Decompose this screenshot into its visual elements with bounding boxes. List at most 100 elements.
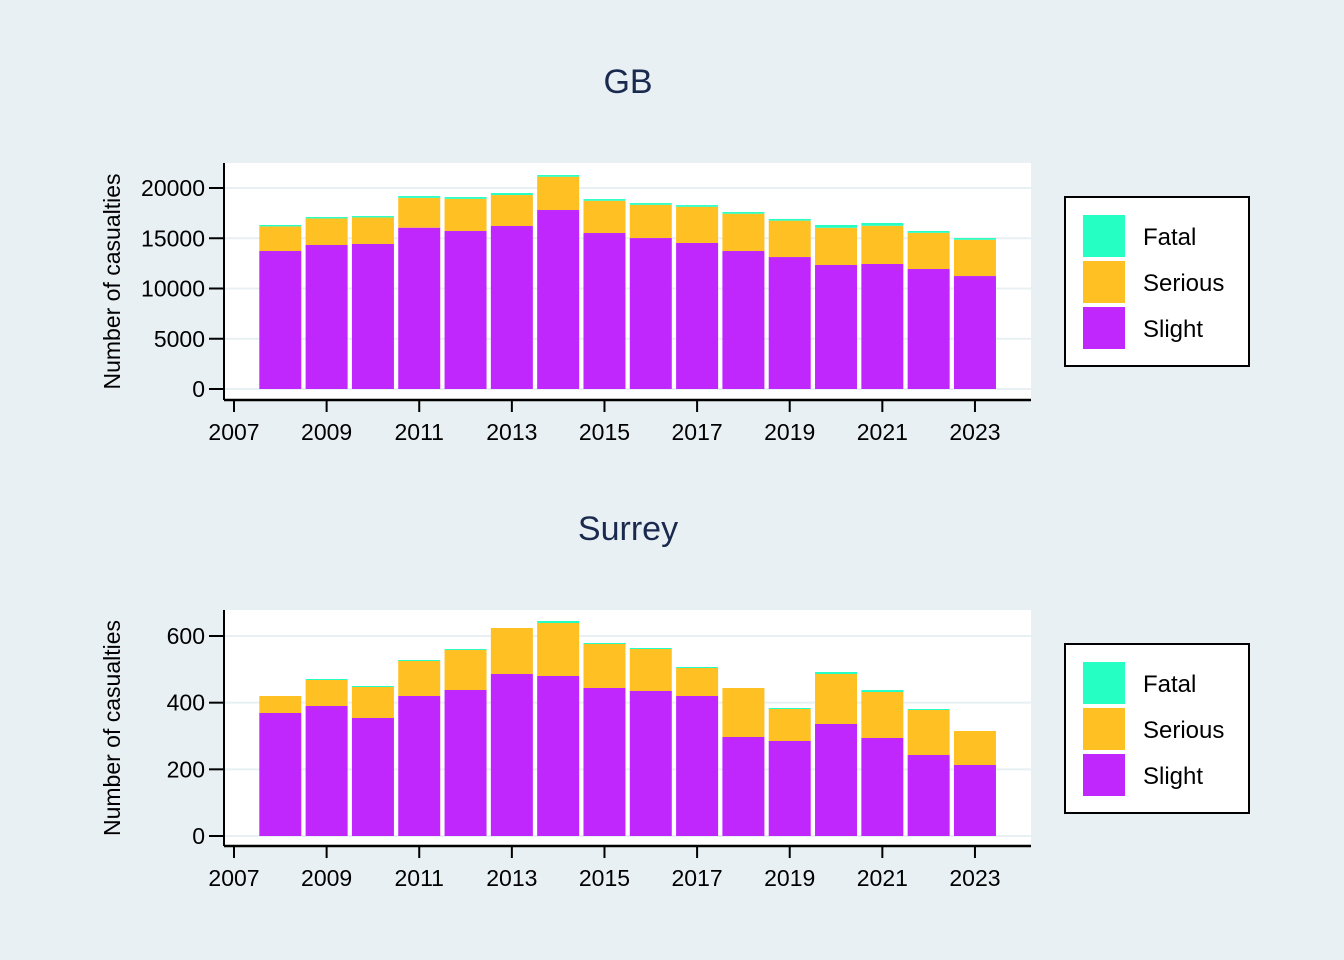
x-tick-label: 2017: [672, 865, 723, 891]
bar-slight-2013: [490, 674, 533, 836]
bar-fatal-2014: [537, 175, 580, 177]
bar-fatal-2023: [953, 238, 996, 240]
bar-serious-2018: [722, 688, 765, 737]
y-axis-label: Number of casualties: [99, 620, 125, 836]
bar-slight-2016: [629, 238, 672, 389]
bar-slight-2009: [305, 706, 348, 836]
chart-title: GB: [603, 63, 652, 101]
y-tick-label: 600: [167, 623, 205, 649]
bar-serious-2010: [351, 217, 394, 244]
bar-serious-2023: [953, 239, 996, 277]
bar-slight-2017: [676, 242, 719, 389]
bar-fatal-2020: [815, 224, 858, 228]
bar-serious-2017: [676, 206, 719, 243]
bar-slight-2022: [907, 269, 950, 389]
bar-serious-2021: [861, 692, 904, 738]
bar-serious-2019: [768, 709, 811, 741]
bar-serious-2013: [490, 195, 533, 226]
x-tick-label: 2011: [395, 865, 444, 891]
bar-serious-2014: [537, 623, 580, 676]
bar-slight-2015: [583, 233, 626, 389]
x-tick-label: 2019: [764, 419, 815, 445]
bar-serious-2015: [583, 644, 626, 688]
bar-slight-2010: [351, 718, 394, 836]
bar-slight-2021: [861, 263, 904, 389]
x-tick-label: 2007: [208, 865, 259, 891]
bar-serious-2022: [907, 232, 950, 270]
bar-fatal-2015: [583, 199, 626, 201]
bar-serious-2010: [351, 687, 394, 718]
bar-fatal-2021: [861, 690, 904, 692]
bar-fatal-2009: [305, 679, 348, 680]
bar-fatal-2017: [676, 205, 719, 207]
bar-fatal-2011: [398, 196, 441, 198]
bar-fatal-2022: [907, 231, 950, 233]
x-tick-label: 2013: [486, 865, 537, 891]
legend-swatch-fatal: [1083, 215, 1125, 257]
legend-swatch-fatal: [1083, 662, 1125, 704]
legend-label-fatal: Fatal: [1143, 671, 1196, 698]
x-tick-label: 2023: [949, 865, 1000, 891]
legend-label-serious: Serious: [1143, 270, 1224, 297]
bar-slight-2008: [259, 713, 302, 836]
x-tick-label: 2007: [208, 419, 259, 445]
bar-slight-2009: [305, 244, 348, 389]
x-tick-label: 2017: [672, 419, 723, 445]
bar-serious-2012: [444, 198, 487, 232]
panel-gb: GB 0 5000 10000 15000 20000 2007 2009 2011 2013 20…: [99, 63, 1250, 445]
bar-serious-2011: [398, 661, 441, 696]
legend-label-fatal: Fatal: [1143, 224, 1196, 251]
legend-label-slight: Slight: [1143, 763, 1203, 790]
bar-fatal-2019: [768, 708, 811, 709]
bar-serious-2008: [259, 226, 302, 252]
bar-fatal-2013: [490, 193, 533, 196]
legend-swatch-serious: [1083, 708, 1125, 750]
bar-slight-2014: [537, 676, 580, 836]
legend-swatch-serious: [1083, 261, 1125, 303]
y-tick-label: 0: [192, 823, 205, 849]
bar-serious-2013: [490, 628, 533, 674]
bar-serious-2021: [861, 225, 904, 264]
bar-fatal-2008: [259, 224, 302, 227]
bar-serious-2008: [259, 696, 302, 713]
bar-fatal-2010: [351, 686, 394, 687]
y-tick-label: 10000: [141, 276, 205, 302]
y-tick-label: 5000: [154, 326, 205, 352]
bar-fatal-2014: [537, 621, 580, 623]
bar-slight-2013: [490, 225, 533, 389]
bar-slight-2012: [444, 231, 487, 389]
bar-serious-2009: [305, 218, 348, 245]
x-tick-label: 2011: [395, 419, 444, 445]
bar-slight-2017: [676, 696, 719, 836]
bar-slight-2021: [861, 738, 904, 836]
x-tick-label: 2013: [486, 419, 537, 445]
legend: Fatal Serious Slight: [1064, 643, 1250, 814]
bar-serious-2018: [722, 213, 765, 252]
bar-serious-2015: [583, 200, 626, 234]
panel-surrey: Surrey 0 200 400 600 2007 2009 2011 2013 2015 2017…: [99, 510, 1250, 891]
bar-serious-2011: [398, 197, 441, 228]
bar-fatal-2011: [398, 660, 441, 661]
legend: Fatal Serious Slight: [1064, 196, 1250, 367]
bar-serious-2016: [629, 649, 672, 691]
bar-slight-2019: [768, 741, 811, 836]
bar-serious-2022: [907, 710, 950, 755]
x-tick-label: 2021: [857, 865, 908, 891]
y-tick-label: 200: [167, 756, 205, 782]
bar-slight-2008: [259, 251, 302, 389]
x-tick-label: 2015: [579, 865, 630, 891]
x-tick-label: 2009: [301, 419, 352, 445]
bar-slight-2020: [815, 724, 858, 836]
x-tick-label: 2015: [579, 419, 630, 445]
bar-fatal-2018: [722, 212, 765, 214]
bar-fatal-2020: [815, 672, 858, 674]
bar-slight-2011: [398, 227, 441, 389]
bar-slight-2014: [537, 210, 580, 389]
y-tick-label: 0: [192, 376, 205, 402]
bar-slight-2010: [351, 243, 394, 389]
bar-serious-2019: [768, 220, 811, 258]
bar-slight-2020: [815, 264, 858, 389]
bar-fatal-2016: [629, 203, 672, 205]
bar-fatal-2015: [583, 643, 626, 644]
bar-fatal-2022: [907, 709, 950, 710]
